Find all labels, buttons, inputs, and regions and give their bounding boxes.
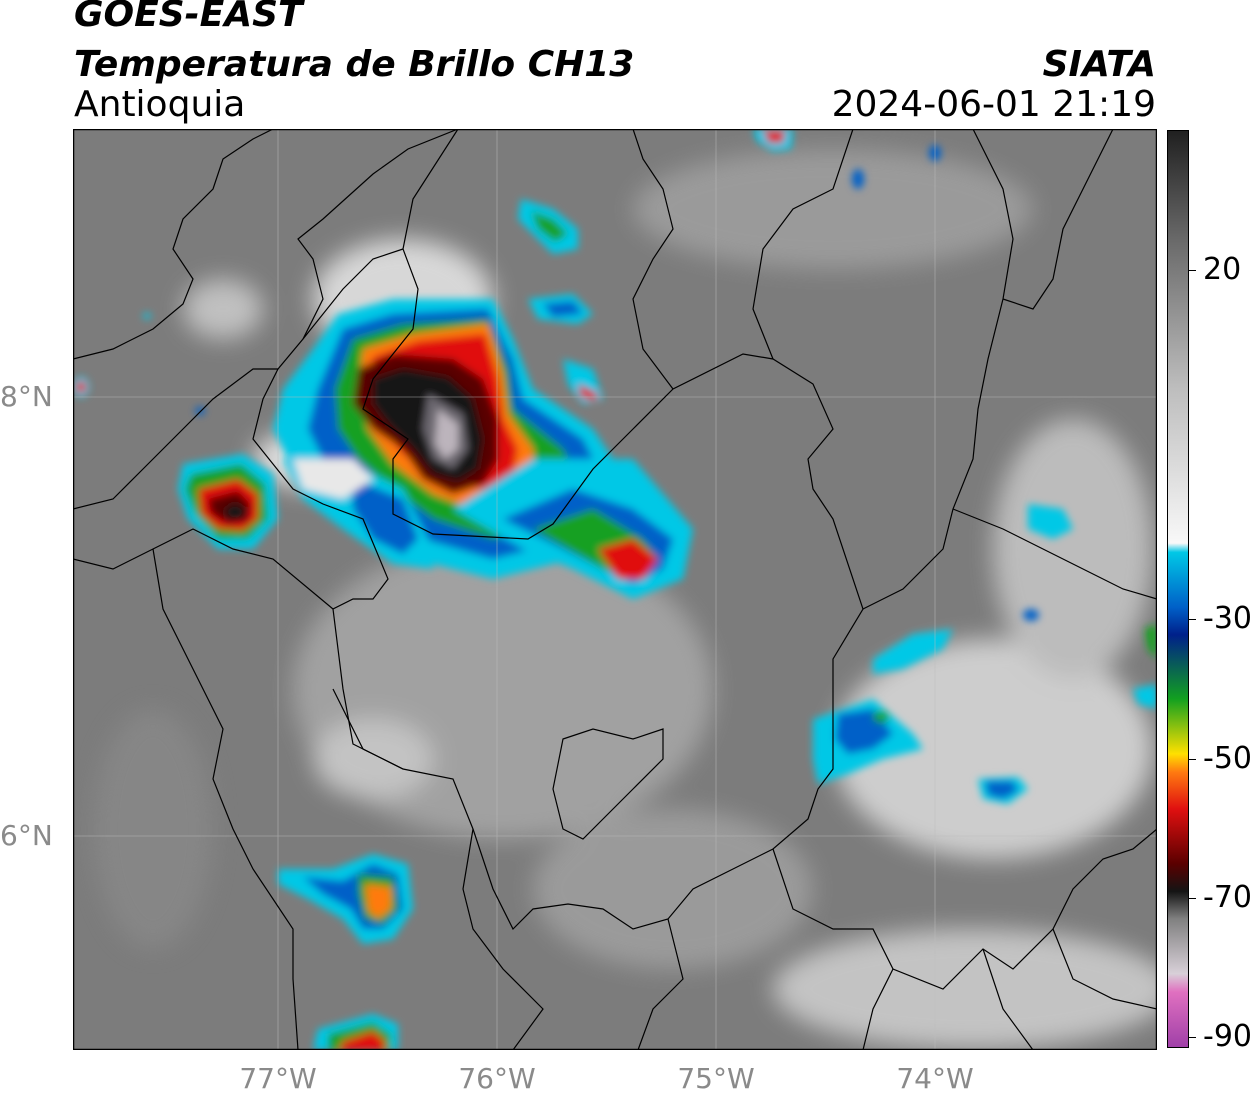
colorbar-label-minus30: -30 — [1203, 601, 1252, 636]
datetime-label: 2024-06-01 21:19 — [831, 84, 1156, 125]
antioquia-border — [252, 129, 864, 931]
lon-label-74w: 74°W — [896, 1062, 974, 1095]
colorbar — [1167, 130, 1189, 1048]
satellite-map[interactable] — [73, 129, 1157, 1050]
borders — [73, 129, 1157, 1050]
satellite-title: GOES-EAST — [74, 0, 303, 35]
colorbar-label-minus70: -70 — [1203, 880, 1252, 915]
storm-cells — [73, 129, 1157, 1050]
lat-label-8n: 8°N — [0, 380, 53, 413]
colorbar-label-20: 20 — [1203, 252, 1242, 287]
colorbar-label-minus90: -90 — [1203, 1019, 1252, 1054]
product-title: Temperatura de Brillo CH13 — [74, 44, 635, 85]
agency-label: SIATA — [1042, 44, 1156, 85]
colorbar-label-minus50: -50 — [1203, 741, 1252, 776]
region-label: Antioquia — [74, 84, 246, 125]
lon-label-75w: 75°W — [677, 1062, 755, 1095]
lat-label-6n: 6°N — [0, 819, 53, 852]
lon-label-77w: 77°W — [239, 1062, 317, 1095]
lon-label-76w: 76°W — [458, 1062, 536, 1095]
